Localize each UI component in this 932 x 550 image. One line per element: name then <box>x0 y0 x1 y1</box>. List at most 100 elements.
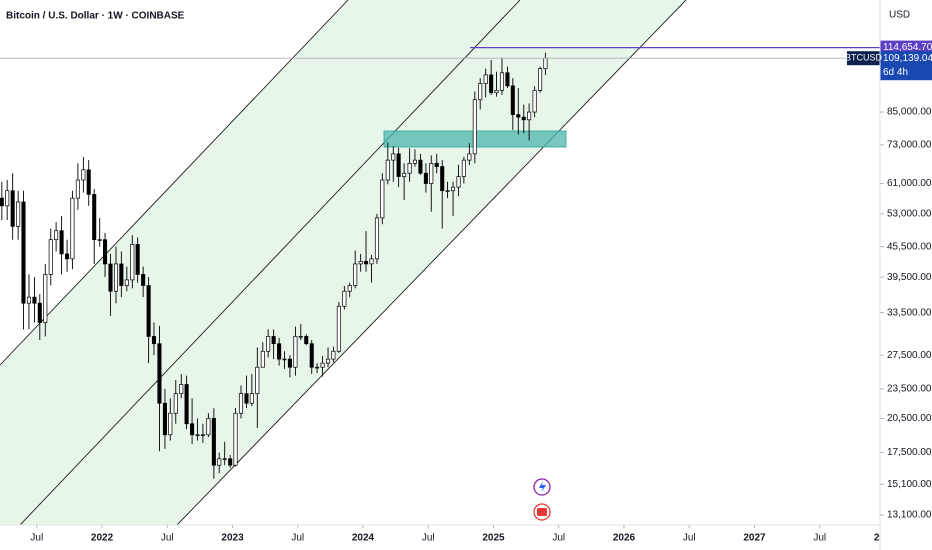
x-tick-label: Jul <box>422 533 435 544</box>
candle-body <box>222 458 227 460</box>
candle-body <box>26 296 32 304</box>
candle-body <box>456 176 461 188</box>
candle-body <box>249 393 254 404</box>
candle-body <box>532 90 537 113</box>
candle-body <box>304 336 309 345</box>
y-tick-label: 53,000.00 <box>887 208 932 219</box>
candle-body <box>266 336 271 352</box>
candle-body <box>157 343 162 404</box>
x-tick-label: Jul <box>813 533 826 544</box>
candle-body <box>516 114 521 118</box>
y-tick-label: 13,100.00 <box>887 510 932 521</box>
x-axis: Jul 2022 Jul 2023 Jul 2024 Jul 2025 Jul 2026 Jul 20… <box>30 525 897 544</box>
candle-body <box>342 290 347 307</box>
candle-body <box>54 230 59 241</box>
symbol-label-box <box>847 51 880 66</box>
candle-body <box>538 68 543 91</box>
x-tick-label: 2028 <box>874 533 897 544</box>
candle-body <box>162 402 167 436</box>
y-axis: 13,100.00 15,100.00 17,500.00 20,500.00 23,5… <box>880 107 932 521</box>
candle-body <box>380 179 385 219</box>
candle-body <box>135 243 140 275</box>
channel-middle <box>19 0 521 525</box>
countdown-label: 6d 4h <box>883 67 908 78</box>
x-tick-label: Jul <box>30 533 43 544</box>
candle-body <box>282 358 287 361</box>
candle-body <box>315 366 320 369</box>
candle-body <box>233 412 238 466</box>
candle-body <box>141 274 146 286</box>
candle-body <box>124 279 129 286</box>
y-tick-label: 17,500.00 <box>887 447 932 458</box>
candle-body <box>298 336 303 338</box>
candle-body <box>211 418 216 466</box>
candle-body <box>238 393 244 414</box>
candle-body <box>10 190 15 227</box>
candle-body <box>75 179 80 199</box>
candle-body <box>418 159 423 174</box>
candle-body <box>336 305 341 352</box>
candle-body <box>363 261 369 265</box>
candle-body <box>478 83 483 101</box>
candle-body <box>451 186 456 192</box>
candle-body <box>200 434 205 436</box>
candle-body <box>434 162 439 167</box>
y-tick-label: 15,100.00 <box>887 479 932 490</box>
candle-body <box>48 239 53 275</box>
candle-body <box>277 343 282 360</box>
candle-body <box>184 384 189 425</box>
symbol-label: BTCUSD <box>845 53 883 63</box>
candle-body <box>146 285 151 337</box>
level-label: 114,654.70 <box>883 42 932 53</box>
candle-body <box>429 162 434 184</box>
candle-body <box>65 253 70 260</box>
candle-body <box>190 423 195 436</box>
candle-body <box>472 99 477 155</box>
candle-body <box>402 172 407 177</box>
candle-body <box>255 366 260 394</box>
candle-body <box>206 418 211 436</box>
candle-body <box>5 190 10 207</box>
candle-body <box>70 197 75 260</box>
candle-body <box>440 166 445 192</box>
level-label-box <box>880 40 932 55</box>
candle-body <box>320 362 325 368</box>
candle-body <box>510 85 515 115</box>
axis-unit: USD <box>889 10 910 21</box>
candle-body <box>151 336 157 345</box>
candle-body <box>16 201 21 227</box>
candle-body <box>130 243 135 281</box>
y-tick-label: 45,500.00 <box>887 241 932 252</box>
x-tick-label: Jul <box>161 533 174 544</box>
candle-body <box>331 350 336 360</box>
candle-body <box>113 263 119 292</box>
channel-lower <box>176 0 687 525</box>
candle-body <box>103 239 108 265</box>
event-icon-bolt <box>539 481 546 493</box>
x-tick-label: 2027 <box>743 533 766 544</box>
candle-body <box>369 258 374 265</box>
candle-body <box>97 239 102 241</box>
y-tick-label: 20,500.00 <box>887 413 932 424</box>
candle-body <box>461 159 466 177</box>
x-tick-label: 2026 <box>613 533 636 544</box>
candle-body <box>81 169 86 181</box>
candle-body <box>59 230 64 255</box>
price-label: 109,139.04 <box>883 53 932 64</box>
candle-body <box>293 336 298 368</box>
candle-body <box>217 458 222 466</box>
chart-title: Bitcoin / U.S. Dollar · 1W · COINBASE <box>6 11 185 22</box>
candle-body <box>86 169 91 195</box>
candle-body <box>32 296 37 304</box>
candle-body <box>445 190 450 192</box>
y-tick-label: 33,500.00 <box>887 307 932 318</box>
price-label-box <box>880 51 932 81</box>
candle-body <box>21 201 26 304</box>
candle-body <box>412 159 417 164</box>
candle-body <box>407 162 412 174</box>
candle-body <box>374 217 380 260</box>
candle-body <box>173 393 178 414</box>
candle-body <box>244 393 249 404</box>
